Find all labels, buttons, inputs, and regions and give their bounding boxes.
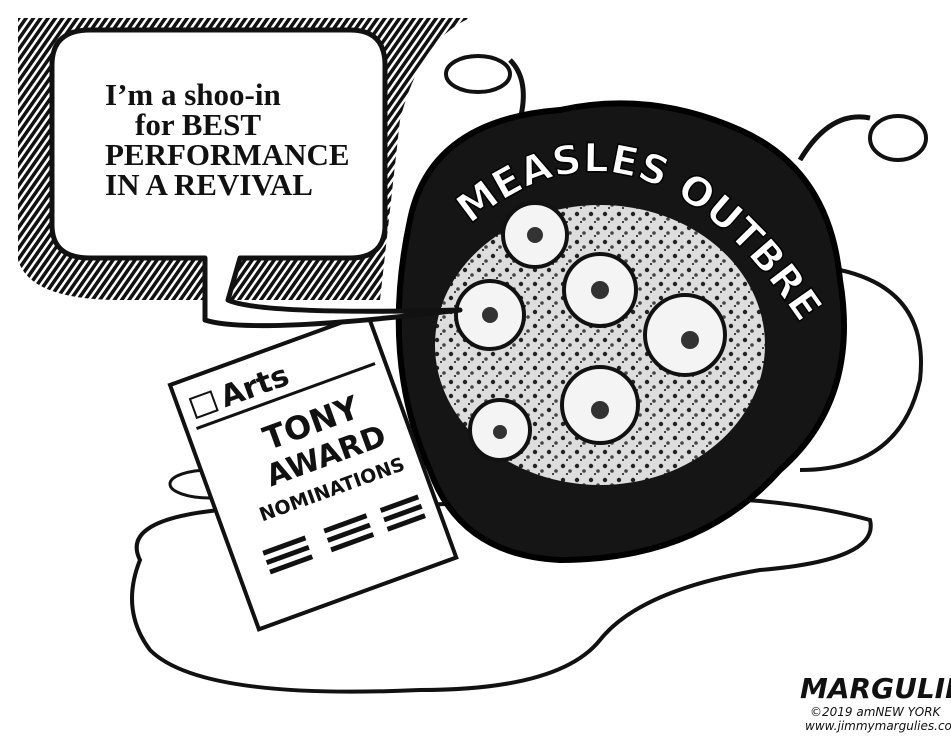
signature-copyright: ©2019 amNEW YORK (810, 705, 942, 719)
bubble-line: PERFORMANCE (105, 137, 350, 172)
signature-name: MARGULIES (800, 672, 951, 705)
antenna-tip (444, 54, 512, 94)
bubble-line: IN A REVIVAL (105, 167, 313, 202)
paper-lines (262, 494, 426, 575)
speech-bubble (49, 27, 463, 329)
bubble-line: I’m a shoo-in (105, 77, 281, 112)
signature-website: www.jimmymargulies.com (805, 719, 951, 733)
newspaper: Arts TONY AWARD NOMINATIONS (167, 310, 459, 632)
bubble-line: for BEST (135, 107, 261, 142)
antenna-tip (868, 114, 928, 162)
antenna (508, 58, 526, 121)
spot-centers (482, 227, 699, 439)
antenna (797, 114, 871, 162)
